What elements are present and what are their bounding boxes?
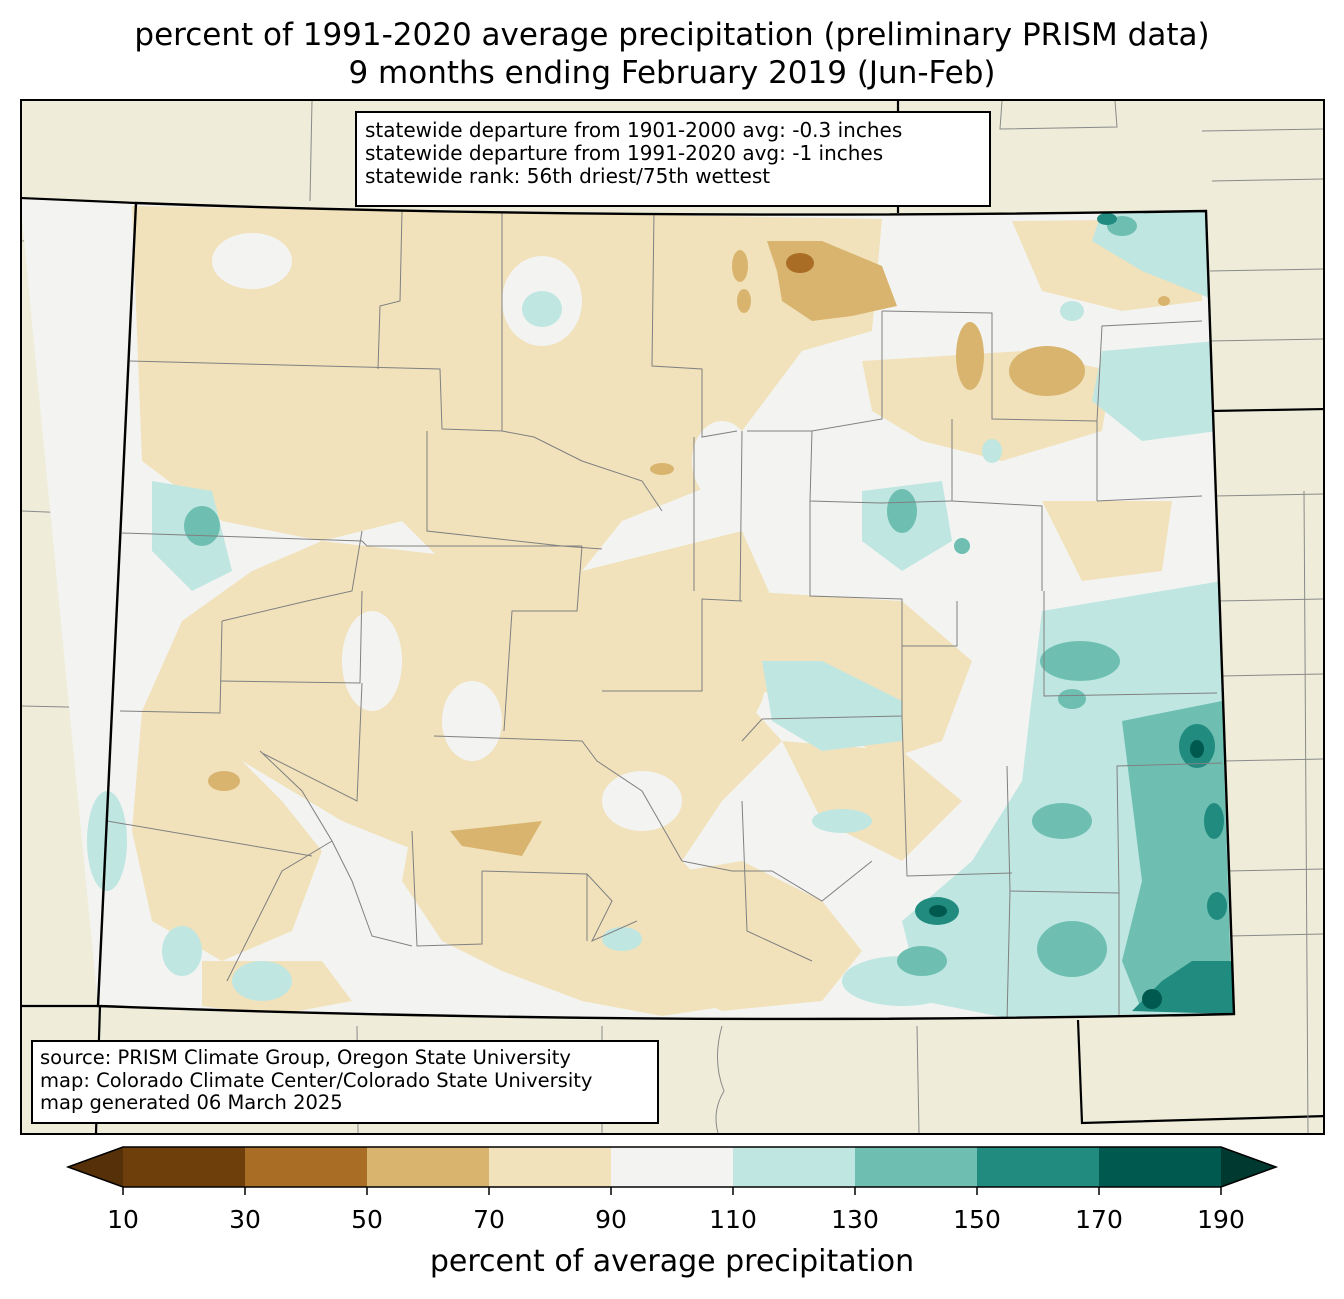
colorbar-over-arrow <box>1221 1147 1276 1187</box>
colorbar-segment <box>367 1147 490 1187</box>
colorbar-tick-label: 110 <box>709 1205 757 1234</box>
stats-rank: statewide rank: 56th driest/75th wettest <box>365 164 771 188</box>
colorbar-tick-label: 130 <box>831 1205 879 1234</box>
map-credit-line: map: Colorado Climate Center/Colorado St… <box>40 1068 593 1092</box>
colorbar-segment <box>1099 1147 1222 1187</box>
map-canvas <box>22 101 1323 1133</box>
map-title-line-1: percent of 1991-2020 average precipitati… <box>134 17 1210 53</box>
stats-departure-1901-2000: statewide departure from 1901-2000 avg: … <box>365 118 903 142</box>
colorbar-segment <box>733 1147 856 1187</box>
precipitation-map <box>20 99 1325 1135</box>
precipitation-field <box>22 198 1234 1019</box>
source-credit-box: source: PRISM Climate Group, Oregon Stat… <box>31 1040 659 1124</box>
colorbar-segment <box>489 1147 612 1187</box>
colorbar-tick-label: 30 <box>229 1205 261 1234</box>
colorado-border <box>96 201 1236 1021</box>
colorbar-tick-label: 190 <box>1197 1205 1245 1234</box>
colorbar-tick-label: 50 <box>351 1205 383 1234</box>
colorbar-tick-label: 90 <box>595 1205 627 1234</box>
colorbar-tick-label: 70 <box>473 1205 505 1234</box>
source-line: source: PRISM Climate Group, Oregon Stat… <box>40 1046 571 1069</box>
statewide-stats-box: statewide departure from 1901-2000 avg: … <box>355 111 991 207</box>
colorbar-tick-label: 10 <box>107 1205 139 1234</box>
colorbar-under-arrow <box>68 1147 123 1187</box>
map-title-line-2: 9 months ending February 2019 (Jun-Feb) <box>348 55 996 91</box>
colorbar <box>65 1146 1279 1195</box>
colorbar-segment <box>245 1147 368 1187</box>
colorbar-segment <box>855 1147 978 1187</box>
colorbar-tick-label: 170 <box>1075 1205 1123 1234</box>
stats-departure-1991-2020: statewide departure from 1991-2020 avg: … <box>365 141 884 165</box>
colorbar-tick-label: 150 <box>953 1205 1001 1234</box>
colorbar-segment <box>977 1147 1100 1187</box>
colorbar-label: percent of average precipitation <box>429 1244 915 1279</box>
colorbar-segment <box>123 1147 246 1187</box>
generated-date-line: map generated 06 March 2025 <box>40 1091 343 1114</box>
colorbar-segment <box>611 1147 734 1187</box>
